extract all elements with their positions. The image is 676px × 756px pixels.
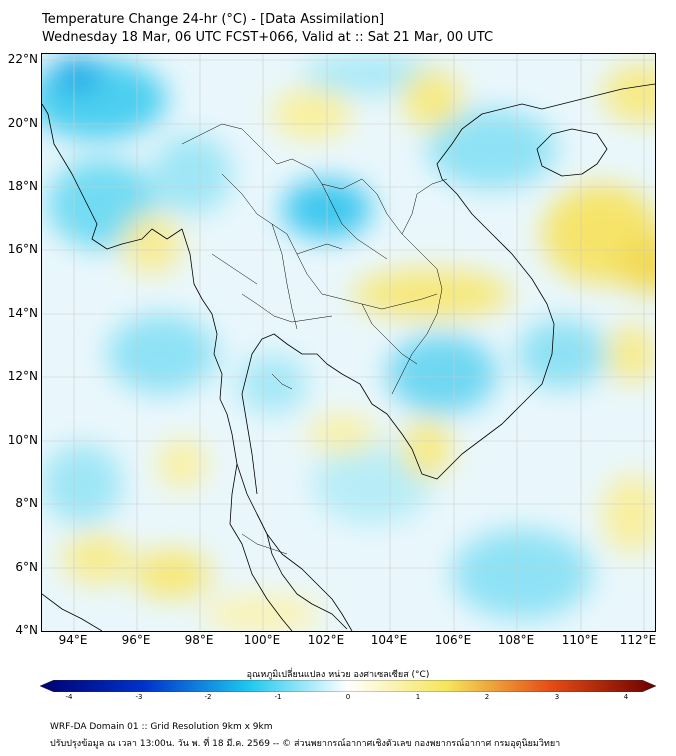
- admin-borders: [181, 123, 448, 555]
- colorbar-title: อุณหภูมิเปลี่ยนแปลง หน่วย องศาเซลเซียส (…: [246, 670, 430, 680]
- temperature-shading: [42, 54, 655, 631]
- lon-label-98e: 98°E: [184, 633, 214, 647]
- lon-label-106e: 106°E: [434, 633, 472, 647]
- lat-label-10n: 10°N: [7, 433, 38, 447]
- temperature-field-map: [42, 54, 655, 631]
- colorbar: [40, 680, 656, 692]
- footer-credit: ปรับปรุงข้อมูล ณ เวลา 13:00น. วัน พ. ที่…: [50, 739, 561, 749]
- lat-label-4n: 4°N: [15, 623, 38, 637]
- lon-label-102e: 102°E: [307, 633, 345, 647]
- colorbar-tick: 0: [345, 693, 351, 701]
- lat-label-22n: 22°N: [7, 52, 38, 66]
- lat-label-6n: 6°N: [15, 560, 38, 574]
- colorbar-tick: 2: [484, 693, 490, 701]
- lat-label-14n: 14°N: [7, 306, 38, 320]
- lon-label-104e: 104°E: [370, 633, 408, 647]
- colorbar-tick: -3: [135, 693, 143, 701]
- colorbar-ramp: [40, 680, 656, 692]
- lon-label-100e: 100°E: [243, 633, 281, 647]
- lon-label-94e: 94°E: [58, 633, 88, 647]
- lon-label-112e: 112°E: [619, 633, 657, 647]
- map-panel: [41, 53, 656, 632]
- colorbar-tick: 1: [415, 693, 421, 701]
- lon-label-96e: 96°E: [121, 633, 151, 647]
- lat-label-8n: 8°N: [15, 496, 38, 510]
- colorbar-tick: -1: [274, 693, 282, 701]
- map-title: Temperature Change 24-hr (°C) - [Data As…: [42, 12, 385, 27]
- lat-label-12n: 12°N: [7, 369, 38, 383]
- colorbar-tick: -2: [204, 693, 212, 701]
- footer-model-info: WRF-DA Domain 01 :: Grid Resolution 9km …: [50, 722, 273, 732]
- lon-label-110e: 110°E: [561, 633, 599, 647]
- coastlines: [42, 83, 655, 631]
- colorbar-tick: -4: [65, 693, 73, 701]
- lat-label-16n: 16°N: [7, 242, 38, 256]
- graticule: [42, 54, 655, 631]
- colorbar-tick: 3: [554, 693, 560, 701]
- colorbar-tick: 4: [623, 693, 629, 701]
- lat-label-20n: 20°N: [7, 116, 38, 130]
- map-subtitle: Wednesday 18 Mar, 06 UTC FCST+066, Valid…: [42, 30, 494, 45]
- lon-label-108e: 108°E: [497, 633, 535, 647]
- lat-label-18n: 18°N: [7, 179, 38, 193]
